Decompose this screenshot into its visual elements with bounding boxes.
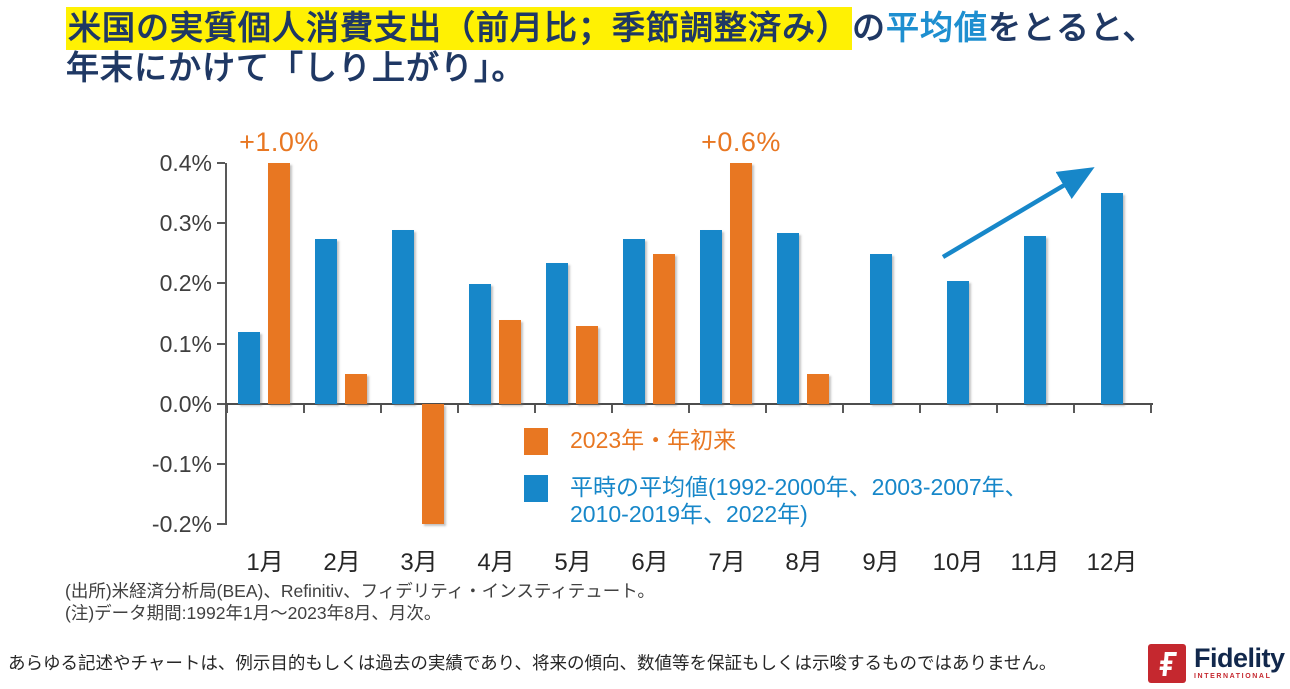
x-axis-tick	[302, 405, 305, 413]
y-axis-tick	[217, 402, 225, 405]
bar-average-month-8	[777, 232, 799, 404]
bar-average-month-10	[947, 280, 969, 404]
bar-average-month-1	[238, 331, 260, 404]
y-axis-tick	[217, 342, 225, 345]
legend-item-2023: 2023年・年初来	[524, 427, 1028, 455]
y-axis-label: 0.2%	[159, 270, 212, 297]
x-axis-label: 9月	[862, 549, 900, 576]
pce-bar-chart: 2023年・年初来 平時の平均値(1992-2000年、2003-2007年、 2…	[151, 127, 1153, 576]
fidelity-logo: Fidelity INTERNATIONAL	[1148, 644, 1285, 683]
bar-average-month-5	[546, 262, 568, 404]
bar-2023-month-1	[268, 163, 290, 404]
title-highlighted-text: 米国の実質個人消費支出（前月比；季節調整済み）	[66, 7, 852, 50]
x-axis-tick	[995, 405, 998, 413]
x-axis-tick	[1072, 405, 1075, 413]
x-axis-label: 6月	[631, 549, 669, 576]
x-axis-tick	[1149, 405, 1152, 413]
x-axis-tick	[379, 405, 382, 413]
y-axis-tick	[217, 523, 225, 525]
source-note: (出所)米経済分析局(BEA)、Refinitiv、フィデリティ・インスティテュ…	[65, 581, 655, 601]
legend-label-average-line1: 平時の平均値(1992-2000年、2003-2007年、	[570, 474, 1028, 500]
legend-swatch-2023	[524, 428, 548, 455]
legend-item-average: 平時の平均値(1992-2000年、2003-2007年、 2010-2019年、…	[524, 474, 1028, 528]
y-axis-tick	[217, 162, 225, 164]
bar-average-month-12	[1101, 193, 1123, 404]
bar-average-month-4	[469, 283, 491, 404]
x-axis-label: 5月	[554, 549, 592, 576]
fidelity-logo-text: Fidelity INTERNATIONAL	[1194, 644, 1285, 680]
bar-average-month-6	[623, 238, 645, 404]
legend-label-2023: 2023年・年初来	[570, 427, 737, 453]
x-axis-label: 1月	[246, 549, 284, 576]
x-axis-label: 12月	[1086, 549, 1138, 576]
chart-legend: 2023年・年初来 平時の平均値(1992-2000年、2003-2007年、 2…	[524, 427, 1028, 547]
x-axis-tick	[918, 405, 921, 413]
y-axis-label: -0.1%	[151, 450, 212, 477]
fidelity-f-icon	[1159, 651, 1177, 676]
legend-label-average: 平時の平均値(1992-2000年、2003-2007年、 2010-2019年、…	[570, 474, 1028, 528]
bar-annotation: +1.0%	[239, 127, 319, 157]
title-connector: の	[852, 9, 886, 46]
y-axis-label: 0.3%	[159, 210, 212, 237]
bar-average-month-2	[315, 238, 337, 404]
x-axis-tick	[764, 405, 767, 413]
bar-2023-month-4	[499, 319, 521, 404]
bar-average-month-11	[1024, 235, 1046, 404]
y-axis-tick	[217, 282, 225, 285]
bar-average-month-7	[700, 229, 722, 404]
bar-average-month-9	[870, 253, 892, 404]
legend-label-average-line2: 2010-2019年、2022年)	[570, 501, 808, 527]
x-axis-zero-line	[225, 403, 1153, 405]
bar-average-month-3	[392, 229, 414, 404]
chart-notes: (出所)米経済分析局(BEA)、Refinitiv、フィデリティ・インスティテュ…	[65, 580, 655, 624]
page-title-line2: 年末にかけて「しり上がり」。	[66, 49, 526, 86]
title-tail: をとると、	[988, 9, 1157, 46]
x-axis-tick	[841, 405, 844, 413]
bar-2023-month-8	[807, 373, 829, 404]
fidelity-logo-mark	[1148, 644, 1186, 683]
x-axis-tick	[610, 405, 613, 413]
x-axis-label: 10月	[932, 549, 984, 576]
bar-2023-month-6	[653, 253, 675, 404]
legend-swatch-average	[524, 475, 548, 502]
bar-2023-month-3	[422, 404, 444, 525]
x-axis-label: 8月	[785, 549, 823, 576]
x-axis-label: 4月	[477, 549, 515, 576]
bar-2023-month-2	[345, 373, 367, 404]
y-axis-label: -0.2%	[151, 511, 212, 537]
x-axis-tick	[225, 405, 228, 413]
page-title-line1: 米国の実質個人消費支出（前月比；季節調整済み）の平均値をとると、	[66, 7, 1157, 50]
trend-arrow-icon	[941, 167, 1095, 259]
page-title: 米国の実質個人消費支出（前月比；季節調整済み）の平均値をとると、 年末にかけて「…	[66, 7, 1157, 88]
y-axis-tick	[217, 462, 225, 465]
bar-2023-month-7	[730, 163, 752, 404]
y-axis-label: 0.0%	[159, 390, 212, 417]
bar-annotation: +0.6%	[701, 127, 781, 157]
x-axis-tick	[687, 405, 690, 413]
disclaimer-text: あらゆる記述やチャートは、例示目的もしくは過去の実績であり、将来の傾向、数値等を…	[8, 653, 1057, 673]
x-axis-label: 3月	[400, 549, 438, 576]
y-axis-tick	[217, 222, 225, 225]
x-axis-label: 7月	[708, 549, 746, 576]
period-note: (注)データ期間:1992年1月～2023年8月、月次。	[65, 603, 442, 623]
fidelity-brand-name: Fidelity	[1194, 643, 1285, 673]
x-axis-label: 11月	[1010, 549, 1060, 576]
fidelity-brand-sub: INTERNATIONAL	[1194, 673, 1272, 680]
y-axis-label: 0.4%	[159, 150, 212, 176]
x-axis-tick	[456, 405, 459, 413]
y-axis-line	[225, 163, 227, 525]
y-axis-label: 0.1%	[159, 330, 212, 357]
bar-2023-month-5	[576, 325, 598, 404]
title-accent-text: 平均値	[886, 9, 988, 46]
x-axis-tick	[533, 405, 536, 413]
x-axis-label: 2月	[323, 549, 361, 576]
